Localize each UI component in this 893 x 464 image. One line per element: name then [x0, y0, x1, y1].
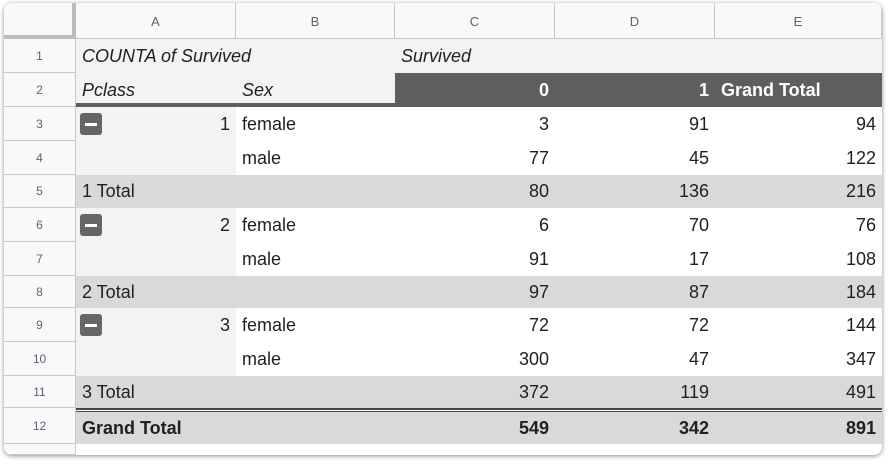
row-total-cell[interactable]: 144 [845, 314, 876, 335]
row-header-10[interactable]: 10 [4, 342, 76, 376]
row-header-1[interactable]: 1 [4, 39, 76, 73]
sex-value[interactable]: male [242, 348, 282, 369]
subtotal-cell[interactable]: 136 [678, 181, 709, 201]
subtotal-cell[interactable]: 119 [680, 381, 709, 402]
sex-value[interactable]: male [242, 248, 282, 269]
minus-icon [80, 314, 102, 336]
pclass-value[interactable]: 2 [219, 214, 230, 235]
subtotal-row-3 [76, 376, 882, 408]
pivot-title[interactable]: COUNTA of Survived [82, 45, 252, 66]
grand-total-row [76, 412, 882, 444]
row-total-cell[interactable]: 108 [845, 248, 876, 269]
value-cell[interactable]: 3 [538, 113, 549, 134]
column-field-label[interactable]: Survived [401, 45, 472, 66]
value-cell[interactable]: 91 [688, 113, 709, 134]
value-cell[interactable]: 47 [688, 348, 709, 369]
collapse-button-class-3[interactable] [80, 314, 102, 336]
row-field-sex[interactable]: Sex [242, 79, 274, 100]
column-value-1[interactable]: 1 [698, 79, 709, 100]
row-header-13-partial [4, 444, 76, 455]
column-header-d[interactable]: D [555, 3, 715, 39]
column-value-0[interactable]: 0 [538, 79, 549, 100]
row-header-3[interactable]: 3 [4, 107, 76, 141]
row-header-12[interactable]: 12 [4, 408, 76, 444]
minus-icon [80, 113, 102, 135]
row-header-4[interactable]: 4 [4, 141, 76, 175]
sex-value[interactable]: female [242, 314, 297, 335]
subtotal-cell[interactable]: 97 [528, 281, 549, 302]
pclass-value[interactable]: 3 [219, 314, 230, 335]
column-header-a[interactable]: A [76, 3, 236, 39]
sex-value[interactable]: female [242, 113, 297, 134]
column-header-c[interactable]: C [395, 3, 555, 39]
row-header-7[interactable]: 7 [4, 242, 76, 276]
pivot-header-row-1 [76, 39, 882, 73]
row-header-6[interactable]: 6 [4, 208, 76, 242]
grand-total-label[interactable]: Grand Total [82, 417, 182, 438]
value-cell[interactable]: 91 [528, 248, 549, 269]
subtotal-cell[interactable]: 80 [528, 181, 549, 201]
row-field-pclass[interactable]: Pclass [82, 79, 136, 100]
sex-value[interactable]: male [242, 147, 282, 168]
row-header-2[interactable]: 2 [4, 73, 76, 107]
value-cell[interactable]: 45 [688, 147, 709, 168]
subtotal-cell[interactable]: 372 [518, 381, 549, 402]
subtotal-cell[interactable]: 87 [688, 281, 709, 302]
grand-total-divider [76, 408, 882, 412]
group-1-sex-background [236, 107, 395, 175]
subtotal-cell[interactable]: 184 [845, 281, 876, 302]
value-cell[interactable]: 72 [688, 314, 709, 335]
grand-total-cell[interactable]: 342 [678, 417, 709, 438]
row-header-11[interactable]: 11 [4, 376, 76, 408]
value-cell[interactable]: 70 [688, 214, 709, 235]
row-header-9[interactable]: 9 [4, 308, 76, 342]
subtotal-cell[interactable]: 491 [845, 381, 876, 402]
value-cell[interactable]: 17 [688, 248, 709, 269]
pivot-table-sheet: A B C D E 1 2 3 4 5 6 7 8 9 10 11 12 COU… [4, 3, 882, 455]
subtotal-row-2 [76, 276, 882, 308]
sex-value[interactable]: female [242, 214, 297, 235]
select-all-corner[interactable] [4, 3, 76, 39]
subtotal-label[interactable]: 2 Total [82, 281, 135, 302]
value-cell[interactable]: 72 [528, 314, 549, 335]
row-total-cell[interactable]: 94 [855, 113, 876, 134]
row-total-cell[interactable]: 122 [845, 147, 876, 168]
group-2-sex-background [236, 208, 395, 276]
row-field-header-background [76, 73, 395, 107]
row-total-cell[interactable]: 76 [855, 214, 876, 235]
subtotal-row-1 [76, 175, 882, 208]
grand-total-cell[interactable]: 549 [518, 417, 549, 438]
column-header-e[interactable]: E [715, 3, 882, 39]
row-header-5[interactable]: 5 [4, 175, 76, 208]
pclass-value[interactable]: 1 [219, 113, 230, 134]
column-values-header-bar [395, 73, 882, 107]
collapse-button-class-1[interactable] [80, 113, 102, 135]
row-total-cell[interactable]: 347 [845, 348, 876, 369]
collapse-button-class-2[interactable] [80, 214, 102, 236]
grand-total-cell[interactable]: 891 [845, 417, 876, 438]
column-value-grand-total[interactable]: Grand Total [721, 79, 821, 100]
subtotal-label[interactable]: 3 Total [82, 381, 135, 402]
value-cell[interactable]: 6 [538, 214, 549, 235]
column-header-b[interactable]: B [236, 3, 395, 39]
group-3-sex-background [236, 308, 395, 376]
minus-icon [80, 214, 102, 236]
subtotal-cell[interactable]: 216 [845, 181, 876, 201]
subtotal-label[interactable]: 1 Total [82, 181, 135, 201]
value-cell[interactable]: 77 [528, 147, 549, 168]
value-cell[interactable]: 300 [518, 348, 549, 369]
row-header-8[interactable]: 8 [4, 276, 76, 308]
